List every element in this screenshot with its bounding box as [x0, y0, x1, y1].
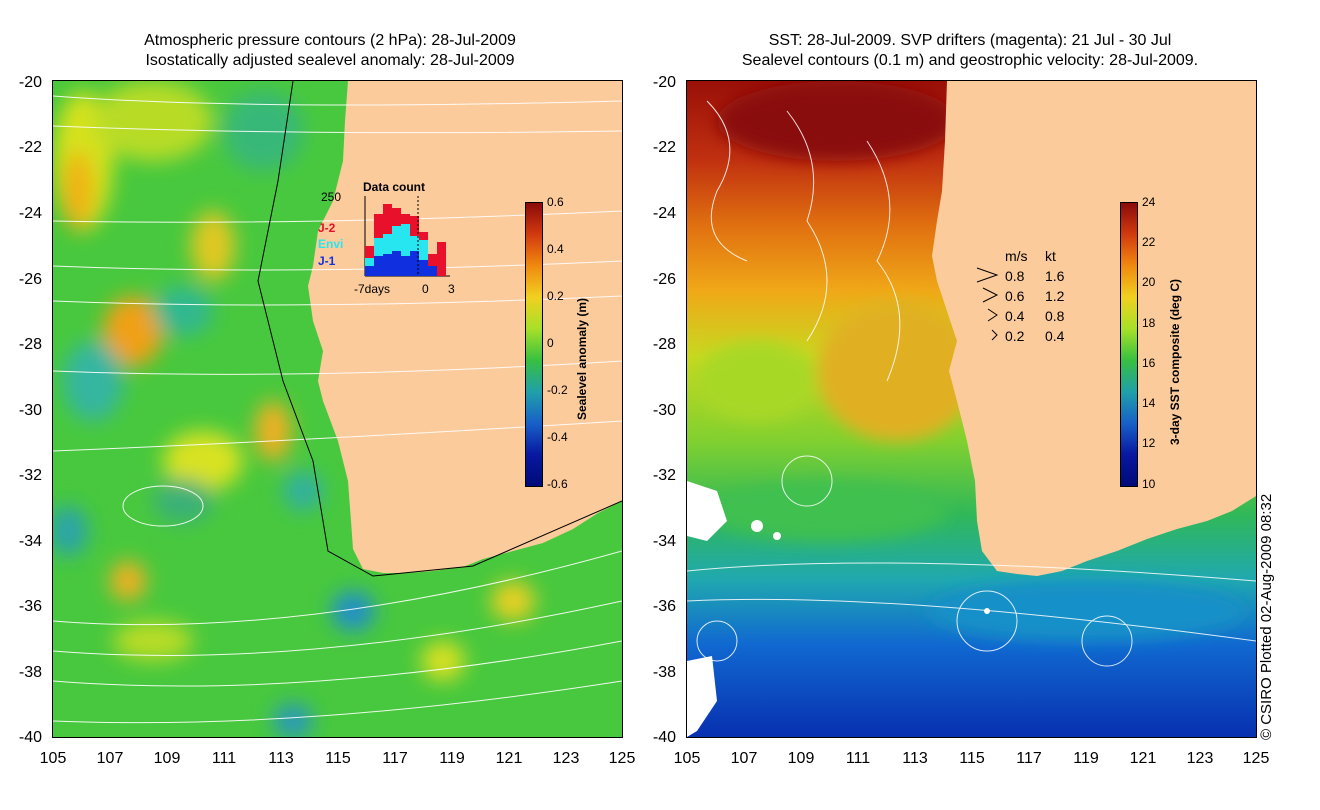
right-y-tick: -28	[652, 336, 676, 353]
left-x-tick: 111	[211, 750, 237, 767]
pressure-contours	[53, 95, 622, 724]
left-x-tick: 123	[552, 750, 580, 767]
sst-colorbar-tick: 16	[1142, 356, 1156, 370]
sealevel-colorbar-tick: -0.6	[547, 477, 568, 491]
right-y-tick: -30	[652, 402, 676, 419]
velocity-legend-kt-value: 0.4	[1045, 328, 1065, 344]
sst-features	[697, 81, 1247, 641]
sst-colorbar-tick: 22	[1142, 235, 1156, 249]
left-y-tick: -20	[18, 74, 42, 91]
right-x-tick: 117	[1016, 750, 1042, 767]
sealevel-colorbar-tick: 0.4	[547, 242, 564, 256]
sst-colorbar-tick: 18	[1142, 316, 1156, 330]
right-y-tick: -26	[652, 271, 676, 288]
velocity-legend-kt-value: 1.2	[1045, 288, 1065, 304]
cloud-mask	[687, 481, 990, 737]
inset-x-label-end: 3	[448, 282, 455, 296]
left-x-tick: 109	[153, 750, 181, 767]
inset-x-label-zero: 0	[422, 282, 429, 296]
sealevel-colorbar-tick: 0.2	[547, 289, 564, 303]
left-x-tick: 113	[268, 750, 294, 767]
velocity-legend-kt-value: 1.6	[1045, 268, 1065, 284]
right-y-tick: -24	[652, 205, 676, 222]
left-x-tick: 121	[495, 750, 523, 767]
inset-title: Data count	[363, 180, 426, 194]
left-x-tick: 115	[325, 750, 351, 767]
right-y-tick: -20	[652, 74, 676, 91]
copyright-text: © CSIRO Plotted 02-Aug-2009 08:32	[1258, 493, 1275, 740]
right-x-tick: 107	[730, 750, 758, 767]
right-y-tick: -32	[652, 467, 676, 484]
left-title-2: Isostatically adjusted sealevel anomaly:…	[145, 52, 515, 69]
right-title-2: Sealevel contours (0.1 m) and geostrophi…	[741, 52, 1199, 69]
velocity-legend-mps-value: 0.6	[1005, 288, 1025, 304]
left-x-tick: 125	[608, 750, 636, 767]
right-y-tick: -38	[652, 664, 676, 681]
left-y-tick: -40	[18, 729, 42, 746]
velocity-legend-mps-value: 0.2	[1005, 328, 1025, 344]
left-y-tick: -22	[18, 139, 42, 156]
left-y-tick: -32	[18, 467, 42, 484]
left-y-tick: -24	[18, 205, 42, 222]
left-y-tick: -28	[18, 336, 42, 353]
sealevel-colorbar-tick: -0.4	[547, 430, 568, 444]
left-y-tick: -26	[18, 271, 42, 288]
right-y-tick: -40	[652, 729, 676, 746]
inset-ymax: 250	[321, 190, 342, 204]
right-y-tick: -36	[652, 598, 676, 615]
right-x-tick: 109	[787, 750, 815, 767]
right-x-tick: 105	[673, 750, 701, 767]
sst-map	[687, 81, 1256, 737]
sealevel-contours	[687, 100, 1256, 667]
sealevel-colorbar	[525, 202, 543, 487]
right-x-tick: 121	[1129, 750, 1157, 767]
inset-legend-envi: Envi	[318, 237, 344, 251]
left-y-tick: -36	[18, 598, 42, 615]
left-x-tick: 119	[439, 750, 465, 767]
right-x-tick: 111	[845, 750, 871, 767]
left-x-tick: 107	[96, 750, 124, 767]
sst-colorbar	[1120, 202, 1138, 487]
sealevel-colorbar-tick: 0	[547, 336, 554, 350]
left-title-1: Atmospheric pressure contours (2 hPa): 2…	[144, 32, 516, 49]
velocity-legend-arrows	[976, 267, 999, 341]
sst-colorbar-tick: 10	[1142, 477, 1156, 491]
inset-legend-j1: J-1	[318, 254, 336, 268]
sst-colorbar-tick: 14	[1142, 396, 1156, 410]
right-map-panel[interactable]	[686, 80, 1257, 738]
sst-colorbar-tick: 24	[1142, 195, 1156, 209]
sst-colorbar-label: 3-day SST composite (deg C)	[1168, 278, 1182, 445]
velocity-legend-kt-value: 0.8	[1045, 308, 1065, 324]
right-x-tick: 113	[902, 750, 928, 767]
right-x-tick: 125	[1242, 750, 1270, 767]
velocity-legend-mps: m/s	[1005, 248, 1028, 264]
sealevel-colorbar-label: Sealevel anomaly (m)	[575, 297, 589, 420]
right-y-tick: -34	[652, 533, 676, 550]
sst-colorbar-tick: 12	[1142, 436, 1156, 450]
left-x-tick: 117	[382, 750, 408, 767]
sealevel-colorbar-tick: 0.6	[547, 195, 564, 209]
right-y-tick: -22	[652, 139, 676, 156]
right-x-tick: 119	[1073, 750, 1099, 767]
left-x-tick: 105	[39, 750, 67, 767]
australia-land-right	[932, 81, 1256, 576]
velocity-legend-mps-value: 0.4	[1005, 308, 1025, 324]
data-count-inset: Data count 250 J-2 Envi J-1 -7days 0 3	[318, 178, 458, 296]
right-title-1: SST: 28-Jul-2009. SVP drifters (magenta)…	[768, 32, 1172, 49]
left-y-tick: -38	[18, 664, 42, 681]
velocity-legend-kt: kt	[1045, 248, 1056, 264]
right-x-tick: 123	[1186, 750, 1214, 767]
data-count-histogram	[364, 196, 450, 277]
sst-colorbar-tick: 20	[1142, 275, 1156, 289]
right-x-tick: 115	[959, 750, 985, 767]
velocity-legend-mps-value: 0.8	[1005, 268, 1025, 284]
left-y-tick: -30	[18, 402, 42, 419]
left-y-tick: -34	[18, 533, 42, 550]
sealevel-colorbar-tick: -0.2	[547, 383, 568, 397]
inset-x-label-start: -7days	[354, 282, 391, 296]
inset-legend-j2: J-2	[318, 221, 336, 235]
